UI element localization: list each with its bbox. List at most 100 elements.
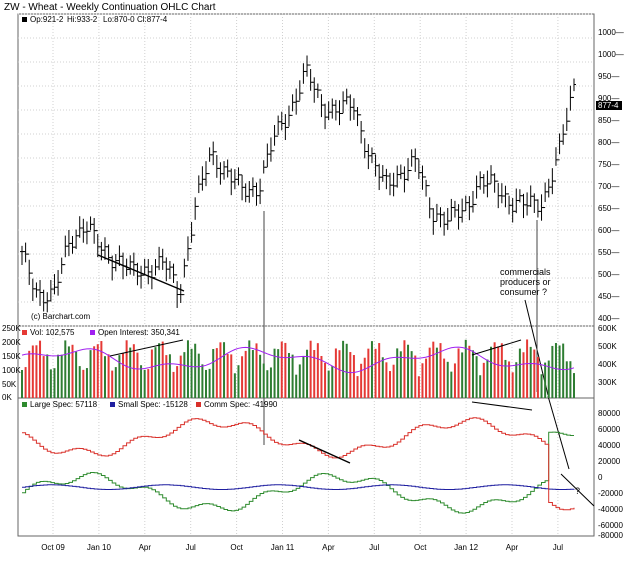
- chart-title: ZW - Wheat - Weekly Continuation OHLC Ch…: [4, 2, 216, 13]
- volume-bar: [100, 341, 103, 398]
- volume-bar: [450, 371, 453, 398]
- volume-bar: [287, 353, 290, 398]
- price-tick-600: 600—: [598, 226, 619, 235]
- header-marker: [22, 17, 27, 22]
- volume-bar: [31, 345, 34, 398]
- price-tick-550: 550—: [598, 248, 619, 257]
- volume-bar: [269, 367, 272, 398]
- volume-tick-200k: 200K: [2, 338, 21, 347]
- volume-bar: [154, 347, 157, 398]
- volume-bar: [392, 364, 395, 398]
- volume-bar: [334, 348, 337, 398]
- volume-bar: [64, 340, 67, 398]
- volume-bar: [266, 370, 269, 398]
- cot-question-mark: ?: [575, 486, 580, 496]
- volume-bar: [569, 361, 572, 398]
- volume-bar: [526, 339, 529, 398]
- volume-tick-50k: 50K: [2, 380, 17, 389]
- header-open: Op:921-2: [30, 15, 64, 24]
- x-tick-label: Oct 09: [41, 543, 65, 552]
- price-tick-700: 700—: [598, 182, 619, 191]
- last-price-badge: [596, 101, 622, 110]
- oi-tick-400k: 400K: [598, 360, 617, 369]
- volume-bar: [356, 376, 359, 398]
- comm-spec-legend: Comm Spec: -41990: [204, 400, 278, 409]
- volume-bar: [24, 367, 27, 398]
- volume-bar: [370, 341, 373, 398]
- volume-bar: [215, 348, 218, 398]
- volume-bar: [324, 362, 327, 398]
- volume-bar: [277, 349, 280, 398]
- volume-bar: [248, 340, 251, 398]
- volume-bar: [533, 349, 536, 398]
- volume-bar: [399, 351, 402, 398]
- volume-bar: [241, 356, 244, 398]
- volume-bar: [194, 343, 197, 398]
- x-tick-label: Jan 12: [454, 543, 479, 552]
- cot-trendline-2: [471, 401, 533, 411]
- price-tick-650: 650—: [598, 204, 619, 213]
- volume-bar: [201, 364, 204, 398]
- volume-bar: [508, 361, 511, 398]
- volume-bar: [158, 343, 161, 398]
- volume-bar: [179, 355, 182, 398]
- x-tick-label: Jul: [186, 543, 196, 552]
- volume-bar: [107, 354, 110, 398]
- x-tick-label: Jan 10: [87, 543, 112, 552]
- large-spec-marker: [22, 402, 27, 407]
- volume-bar: [414, 355, 417, 398]
- volume-bar: [82, 369, 85, 398]
- volume-bar: [306, 349, 309, 398]
- volume-bar: [302, 356, 305, 398]
- volume-bar: [237, 365, 240, 398]
- price-tick-950: 950—: [598, 72, 619, 81]
- volume-bar: [461, 352, 464, 398]
- volume-bar: [223, 342, 226, 398]
- volume-bar: [493, 342, 496, 398]
- annotation-line-3: consumer ?: [500, 287, 547, 297]
- ohlc-bar: [572, 78, 576, 98]
- price-tick-800: 800—: [598, 138, 619, 147]
- volume-bar: [208, 368, 211, 398]
- volume-bar: [129, 347, 132, 398]
- volume-bar: [544, 362, 547, 398]
- volume-bar: [255, 343, 258, 398]
- volume-bar: [259, 354, 262, 398]
- volume-trendline-1: [109, 339, 184, 357]
- oi-tick-600k: 600K: [598, 324, 617, 333]
- volume-bar: [165, 355, 168, 398]
- volume-bar: [150, 349, 153, 398]
- volume-bar: [573, 373, 575, 398]
- volume-bar: [435, 347, 438, 398]
- volume-bar: [280, 341, 283, 398]
- volume-bar: [490, 346, 493, 398]
- volume-bar: [298, 364, 301, 398]
- volume-tick-250k: 250K: [2, 324, 21, 333]
- x-tick-label: Apr: [322, 543, 335, 552]
- volume-bar: [342, 340, 345, 398]
- volume-bar: [522, 352, 525, 398]
- volume-bar: [407, 344, 410, 398]
- small-spec-line: [22, 484, 575, 490]
- volume-bar: [446, 361, 449, 398]
- comm-spec-line: [22, 417, 575, 511]
- volume-bar: [428, 347, 431, 398]
- volume-bar: [78, 366, 81, 398]
- volume-bar: [313, 350, 316, 398]
- volume-bar: [89, 350, 92, 398]
- comm-spec-marker: [196, 402, 201, 407]
- price-trendline-2010: [97, 254, 185, 292]
- cot-tick-40000: 40000: [598, 441, 621, 450]
- volume-bar: [464, 339, 467, 398]
- volume-bar: [168, 354, 171, 398]
- volume-bar: [143, 369, 146, 398]
- volume-bar: [291, 354, 294, 398]
- cot-panel: [17, 397, 595, 537]
- open-interest-line: [21, 346, 575, 374]
- volume-bar: [425, 358, 428, 398]
- oi-legend: Open Interest: 350,341: [98, 328, 180, 337]
- volume-bar: [468, 345, 471, 398]
- credit-label: (c) Barchart.com: [31, 312, 90, 321]
- oi-legend-marker: [90, 330, 95, 335]
- volume-bar: [547, 360, 550, 398]
